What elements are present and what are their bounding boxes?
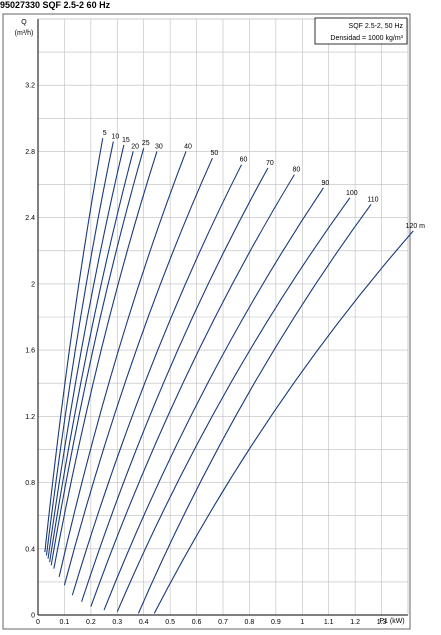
- legend-frame: [314, 17, 408, 45]
- outer-frame: [2, 13, 411, 630]
- curve-15: [47, 144, 125, 559]
- curve-label: 40: [184, 143, 192, 150]
- curve-5: [44, 138, 104, 553]
- y-axis-label-unit: (m³/h): [15, 30, 34, 37]
- x-tick-label: 0.7: [218, 619, 228, 626]
- x-tick-label: 1: [300, 619, 304, 626]
- x-tick-label: 0: [36, 619, 40, 626]
- x-tick-label: 0.6: [192, 619, 202, 626]
- curve-30: [53, 151, 158, 569]
- curves: [44, 138, 414, 614]
- curve-label: 50: [211, 150, 219, 157]
- curve-50: [63, 157, 213, 586]
- curve-label: 80: [292, 167, 300, 174]
- curve-70: [81, 167, 269, 602]
- y-tick-label: 0: [31, 613, 35, 620]
- curve-label: 70: [266, 160, 274, 167]
- curve-90: [103, 187, 324, 611]
- legend-line-2: Densidad = 1000 kg/m³: [330, 35, 403, 42]
- curve-label: 60: [240, 157, 248, 164]
- legend-line-1: SQF 2.5-2, 50 Hz: [349, 23, 404, 30]
- curve-label: 25: [142, 140, 150, 147]
- x-tick-label: 0.4: [139, 619, 149, 626]
- page-title: 95027330 SQF 2.5-2 60 Hz: [0, 0, 111, 10]
- curve-label: 90: [322, 180, 330, 187]
- y-tick-label: 0.8: [25, 480, 35, 487]
- curve-label: 30: [155, 143, 163, 150]
- x-axis-label: P1 (kW): [379, 618, 404, 625]
- x-tick-label: 0.9: [271, 619, 281, 626]
- y-tick-label: 1.2: [25, 414, 35, 421]
- axes: [37, 18, 409, 616]
- y-tick-label: 1.6: [25, 348, 35, 355]
- curve-label: 100: [346, 190, 358, 197]
- curve-label: 10: [111, 134, 119, 141]
- curve-120: [153, 230, 414, 614]
- y-axis-label-q: Q: [21, 19, 27, 26]
- curve-40: [58, 151, 187, 578]
- x-tick-label: 1.3: [377, 619, 387, 626]
- curve-10: [45, 141, 114, 556]
- curve-label: 20: [131, 143, 139, 150]
- x-tick-label: 1.1: [324, 619, 334, 626]
- curve-label: 110: [367, 196, 378, 203]
- curve-110: [137, 204, 372, 614]
- y-tick-label: 2: [31, 281, 35, 288]
- y-tick-label: 2.4: [25, 215, 35, 222]
- y-tick-label: 2.8: [25, 149, 35, 156]
- curve-label: 15: [122, 137, 130, 144]
- x-tick-label: 0.1: [60, 619, 70, 626]
- curve-label: 5: [103, 130, 107, 137]
- x-tick-label: 0.8: [245, 619, 255, 626]
- curve-60: [71, 164, 242, 596]
- x-tick-label: 1.2: [350, 619, 360, 626]
- curve-100: [116, 197, 351, 612]
- curve-80: [90, 174, 295, 607]
- grid: [37, 19, 408, 615]
- curve-label: 120 m: [406, 223, 426, 230]
- legend-box: SQF 2.5-2, 50 Hz Densidad = 1000 kg/m³: [314, 17, 408, 45]
- x-tick-label: 0.2: [86, 619, 96, 626]
- curve-25: [50, 147, 145, 566]
- y-tick-label: 0.4: [25, 546, 35, 553]
- labels: 0 0.1 0.2 0.3 0.4 0.5 0.6 0.7 0.8 0.9 1 1.1 1.2 1.3 0 0…: [25, 83, 425, 626]
- x-tick-label: 0.5: [165, 619, 175, 626]
- x-tick-label: 0.3: [112, 619, 122, 626]
- y-tick-label: 3.2: [25, 83, 35, 90]
- curve-20: [49, 151, 134, 563]
